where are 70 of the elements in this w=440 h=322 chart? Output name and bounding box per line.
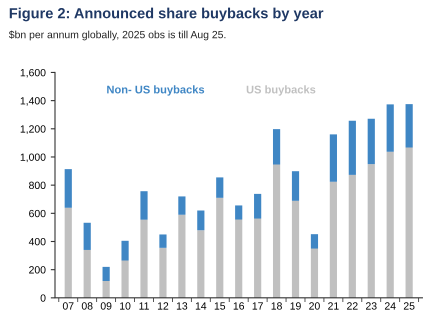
- chart-subtitle: $bn per annum globally, 2025 obs is till Aug 25.: [8, 30, 226, 40]
- y-tick-label: 1,200: [20, 125, 46, 134]
- bar: [386, 104, 394, 152]
- bar: [178, 196, 186, 215]
- y-tick-label: 200: [29, 266, 46, 274]
- text: US buybacks: [246, 85, 316, 96]
- bar: [310, 248, 318, 298]
- x-tick-label: 09: [100, 302, 112, 310]
- bar: [64, 208, 72, 298]
- bar: [348, 120, 356, 175]
- bar: [310, 234, 318, 249]
- x-tick-label: 17: [252, 302, 263, 310]
- x-tick-label: 10: [120, 302, 130, 310]
- y-tick-label: 600: [29, 210, 46, 218]
- bar: [292, 171, 300, 201]
- bar: [64, 169, 72, 208]
- bar: [102, 266, 110, 281]
- y-tick-label: 1,400: [20, 97, 46, 106]
- bar: [272, 164, 280, 298]
- bar: [216, 177, 224, 198]
- bar: [197, 230, 204, 298]
- bar: [178, 214, 186, 298]
- y-tick-label: 0: [40, 294, 46, 302]
- x-tick-label: 19: [290, 302, 301, 310]
- x-tick-label: 15: [214, 302, 226, 310]
- x-tick-label: 20: [309, 302, 320, 310]
- bar: [84, 250, 91, 298]
- bar: [159, 248, 167, 298]
- bar: [368, 118, 375, 164]
- bar: [348, 174, 356, 298]
- bar: [102, 280, 110, 298]
- y-tick-label: 1,000: [20, 153, 46, 162]
- bar: [235, 220, 242, 298]
- y-tick-label: 800: [29, 182, 46, 190]
- bar: [235, 205, 242, 220]
- bar: [254, 218, 262, 298]
- y-tick-label: 400: [28, 238, 46, 246]
- bar: [330, 182, 337, 298]
- x-tick-label: 08: [82, 302, 93, 310]
- bar: [140, 191, 148, 220]
- text: Non- US buybacks: [107, 85, 204, 96]
- bar: [406, 148, 413, 298]
- x-tick-label: 16: [234, 302, 244, 310]
- x-tick-label: 21: [328, 302, 339, 310]
- bar: [216, 198, 224, 298]
- bar: [368, 164, 375, 298]
- y-tick-label: 1,600: [20, 68, 46, 78]
- bar: [159, 234, 167, 248]
- chart-title: Figure 2: Announced share buybacks by year: [10, 8, 324, 22]
- x-tick-label: 07: [62, 302, 74, 310]
- x-tick-label: 25: [404, 302, 414, 310]
- bar: [254, 194, 262, 219]
- x-tick-label: 24: [384, 302, 396, 310]
- bar: [386, 152, 394, 298]
- bar: [272, 129, 280, 164]
- bar: [84, 222, 91, 250]
- bar: [121, 240, 129, 261]
- x-tick-label: 23: [366, 302, 377, 310]
- x-tick-label: 14: [196, 302, 206, 310]
- x-tick-label: 18: [272, 302, 282, 310]
- bar: [292, 200, 300, 298]
- x-tick-label: 12: [158, 302, 168, 310]
- bar: [140, 220, 148, 298]
- bar: [121, 260, 129, 298]
- x-tick-label: 22: [347, 302, 358, 310]
- x-tick-label: 11: [139, 302, 149, 310]
- bar: [197, 210, 204, 230]
- bar: [406, 104, 413, 148]
- x-tick-label: 13: [176, 302, 188, 310]
- bar: [330, 134, 337, 182]
